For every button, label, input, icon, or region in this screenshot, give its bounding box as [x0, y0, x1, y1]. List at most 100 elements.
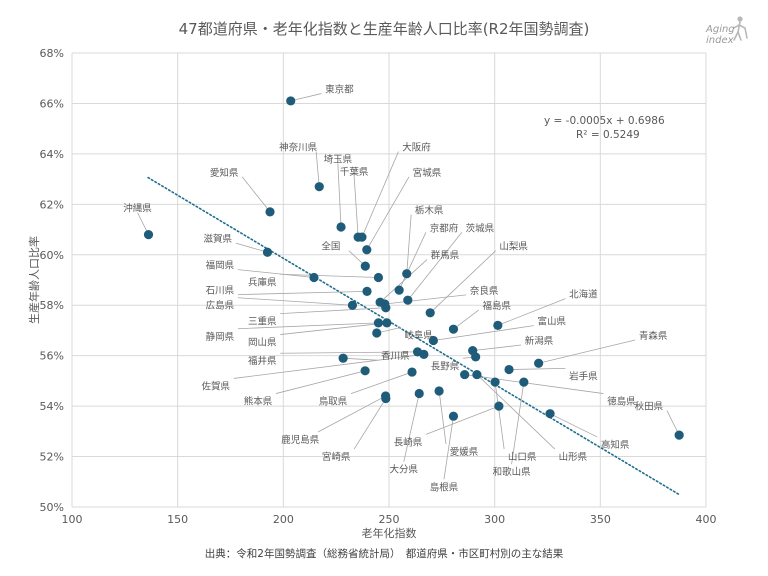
data-point — [448, 411, 459, 421]
y-tick-label: 54% — [40, 400, 64, 413]
leader-line — [429, 250, 496, 314]
point-labels: 東京都神奈川県埼玉県千葉県大阪府宮城県愛知県沖縄県 栃木県京都府 茨城県滋賀県全国山… — [123, 84, 668, 494]
chart-title: 47都道府県・老年化指数と生産年齢人口比率(R2年国勢調査) — [178, 20, 590, 38]
y-tick-label: 64% — [40, 148, 64, 161]
point-label: 神奈川県 — [279, 142, 318, 154]
data-point — [336, 222, 346, 232]
point-label: 長野県 — [431, 361, 460, 372]
leader-line — [241, 176, 271, 213]
point-label: 和歌山県 — [493, 466, 532, 478]
data-point — [494, 401, 504, 411]
leader-line — [497, 298, 566, 326]
data-point — [519, 377, 529, 387]
trendline-r2: R² = 0.5249 — [576, 129, 640, 141]
point-label: 山梨県 — [499, 241, 528, 253]
source-note: 出典：令和2年国勢調査（総務省統計局） 都道府県・市区町村別の主な結果 — [204, 548, 564, 560]
x-tick-label: 150 — [167, 513, 188, 526]
leader-line — [509, 367, 566, 370]
data-point — [143, 230, 154, 240]
x-tick-label: 100 — [62, 513, 83, 526]
y-tick-label: 56% — [40, 350, 64, 363]
leader-line — [237, 290, 368, 295]
point-label: 徳島県 — [607, 396, 636, 408]
x-tick-label: 400 — [696, 513, 717, 526]
leader-line — [280, 351, 418, 354]
logo-line2: index — [706, 35, 734, 46]
data-point — [545, 409, 555, 419]
x-tick-label: 200 — [273, 513, 294, 526]
point-label: 大阪府 — [402, 142, 431, 154]
leader-line — [403, 393, 420, 462]
trendline-equation: y = -0.0005x + 0.6986 — [544, 115, 665, 127]
point-label: 三重県 — [248, 316, 277, 328]
point-label: 鳥取県 — [319, 396, 348, 408]
leader-line — [464, 374, 604, 394]
leader-line — [511, 382, 525, 465]
data-point — [357, 232, 367, 242]
leader-line — [472, 344, 522, 352]
data-point — [403, 295, 413, 305]
leader-line — [237, 297, 353, 306]
point-label: 京都府 — [430, 222, 459, 234]
leader-line — [494, 382, 505, 450]
data-point — [362, 286, 372, 296]
leader-line — [353, 176, 359, 238]
y-tick-label: 50% — [40, 501, 64, 514]
data-points — [143, 96, 684, 440]
point-label: 富山県 — [537, 316, 566, 328]
y-tick-label: 60% — [40, 249, 64, 262]
cane-figure-icon — [733, 16, 748, 41]
trendline-group — [147, 176, 680, 495]
data-point — [347, 300, 358, 310]
point-label: 佐賀県 — [201, 380, 230, 392]
leader-line — [353, 398, 387, 450]
y-tick-label: 58% — [40, 299, 64, 312]
data-point — [382, 318, 392, 328]
point-label: 福岡県 — [206, 260, 235, 272]
x-tick-label: 300 — [484, 513, 505, 526]
x-axis-label: 老年化指数 — [362, 526, 417, 540]
point-label: 千葉県 — [340, 166, 369, 178]
data-point — [674, 430, 684, 440]
point-label: 静岡県 — [206, 331, 235, 343]
point-label: 秋田県 — [635, 401, 664, 413]
leader-line — [290, 93, 322, 102]
data-point — [425, 308, 435, 318]
data-point — [309, 272, 319, 283]
point-label: 石川県 — [206, 286, 235, 297]
y-tick-label: 62% — [40, 198, 64, 211]
point-label: 栃木県 — [415, 205, 444, 217]
point-label: 福井県 — [248, 355, 277, 367]
y-tick-label: 52% — [40, 451, 64, 464]
leader-line — [237, 322, 379, 330]
point-label: 香川県 — [381, 351, 410, 362]
data-point — [460, 369, 470, 380]
point-label: 沖縄県 — [123, 203, 152, 215]
data-point — [414, 388, 424, 399]
point-label: 北海道 — [569, 289, 598, 301]
data-point — [471, 352, 481, 362]
x-tick-label: 250 — [379, 513, 400, 526]
data-point — [534, 358, 544, 368]
point-label: 奈良県 — [470, 285, 499, 297]
leader-line — [453, 309, 480, 330]
data-point — [372, 328, 382, 338]
leader-line — [425, 405, 500, 435]
point-label: 宮城県 — [413, 167, 442, 179]
leader-line — [280, 322, 387, 335]
point-label: 鹿児島県 — [281, 434, 320, 446]
leader-line — [233, 354, 424, 379]
leader-line — [366, 176, 410, 250]
data-point — [394, 285, 404, 295]
data-point — [490, 377, 500, 387]
point-label: 宮崎県 — [322, 451, 351, 463]
point-label: 山口県 — [508, 452, 537, 463]
point-label: 島根県 — [430, 481, 459, 493]
point-label: 兵庫県 — [248, 276, 277, 288]
logo-line1: Aging — [706, 24, 735, 35]
point-label: 愛知県 — [210, 167, 239, 179]
leader-line — [443, 416, 454, 480]
point-label: 高知県 — [601, 439, 630, 451]
leader-line — [280, 307, 386, 315]
leader-line — [315, 151, 320, 187]
